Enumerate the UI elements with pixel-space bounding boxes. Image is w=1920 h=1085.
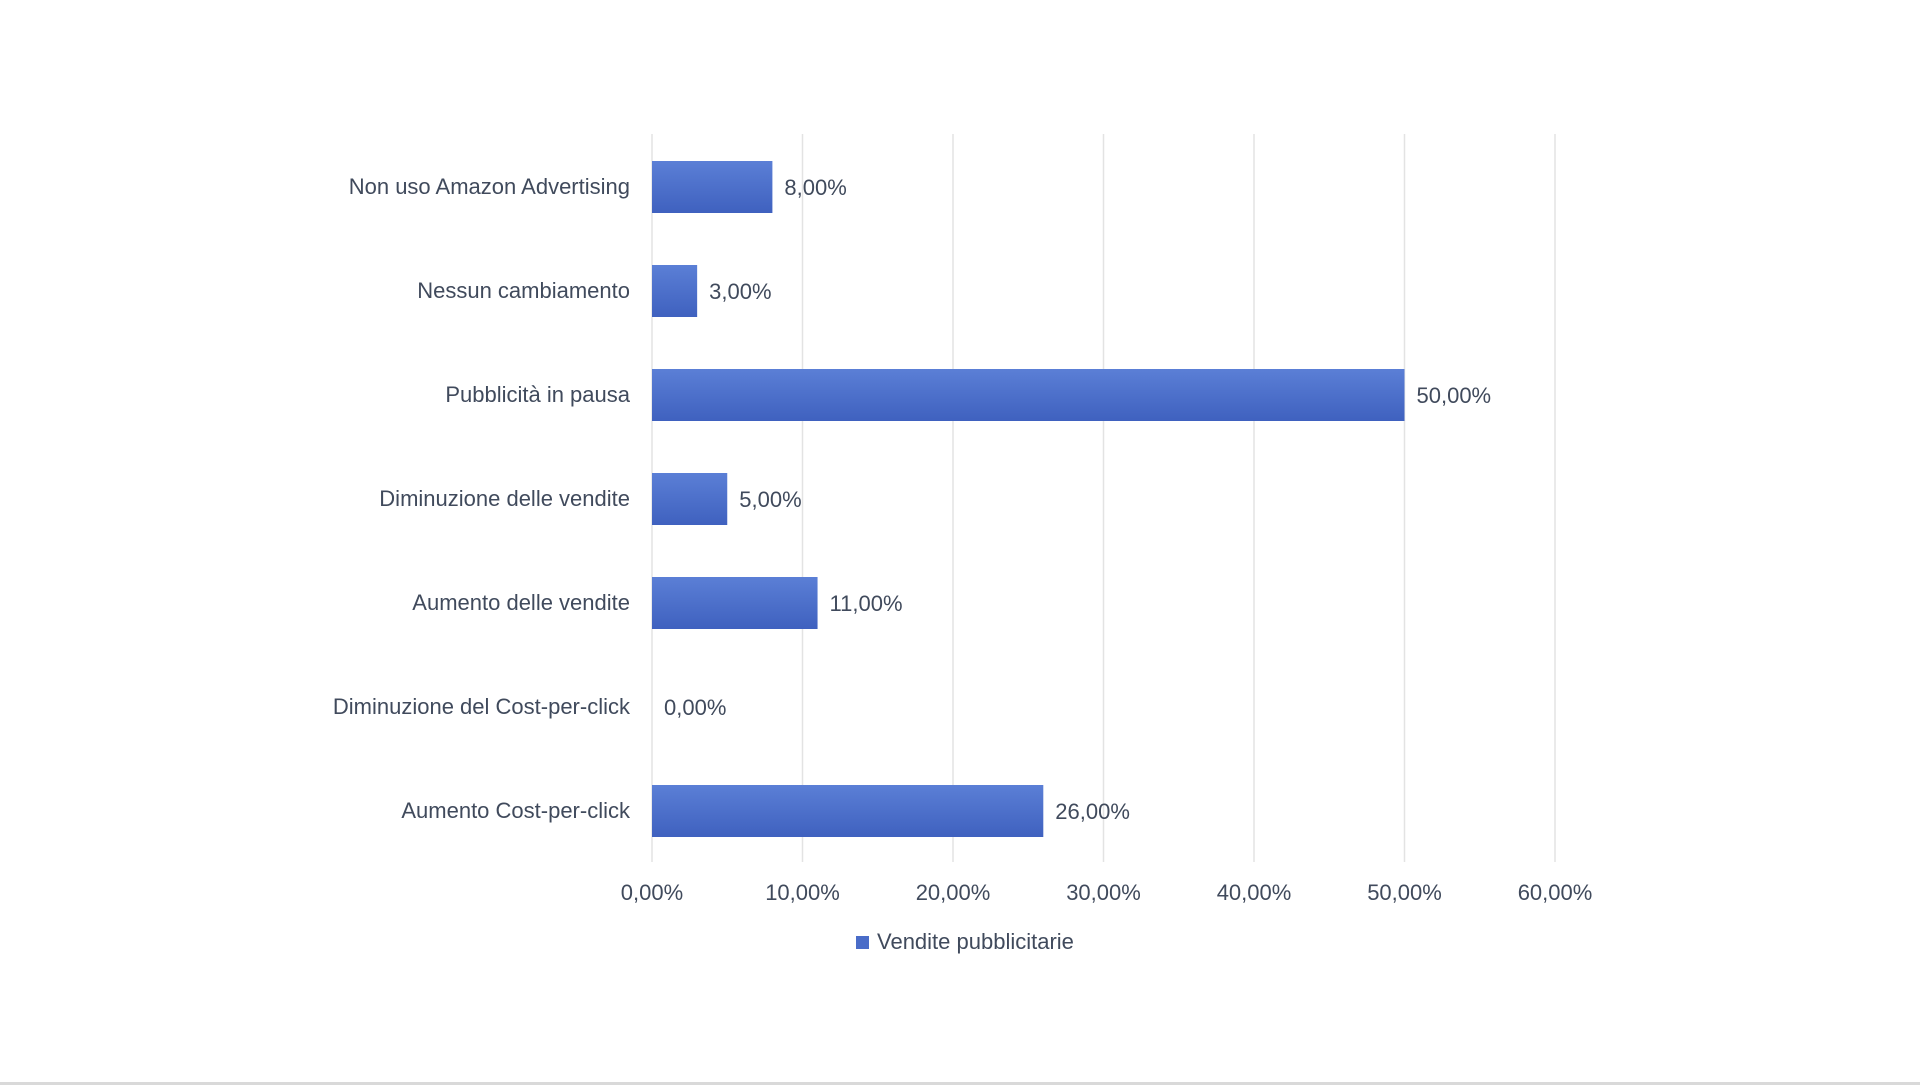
bar — [652, 161, 773, 213]
legend-swatch — [856, 936, 869, 949]
bar — [652, 577, 818, 629]
x-tick-label: 50,00% — [1367, 880, 1442, 905]
legend: Vendite pubblicitarie — [856, 929, 1074, 954]
legend-label: Vendite pubblicitarie — [877, 929, 1074, 954]
x-tick-label: 20,00% — [916, 880, 991, 905]
x-tick-label: 10,00% — [765, 880, 840, 905]
gridlines — [651, 134, 1556, 862]
bar — [652, 785, 1044, 837]
bottom-divider — [0, 1082, 1920, 1085]
category-label: Diminuzione delle vendite — [379, 486, 630, 511]
category-label: Diminuzione del Cost-per-click — [333, 694, 631, 719]
data-label: 50,00% — [1417, 383, 1492, 408]
data-label: 3,00% — [709, 279, 771, 304]
x-tick-label: 30,00% — [1066, 880, 1141, 905]
x-tick-label: 0,00% — [621, 880, 683, 905]
x-axis-ticks: 0,00% 10,00% 20,00% 30,00% 40,00% 50,00% 60,00… — [621, 880, 1593, 905]
category-label: Pubblicità in pausa — [445, 382, 630, 407]
bar — [652, 369, 1405, 421]
category-label: Non uso Amazon Advertising — [349, 174, 630, 199]
data-label: 8,00% — [784, 175, 846, 200]
category-labels: Non uso Amazon Advertising Nessun cambiam… — [333, 174, 631, 823]
category-label: Aumento Cost-per-click — [401, 798, 631, 823]
data-label: 5,00% — [739, 487, 801, 512]
x-tick-label: 40,00% — [1217, 880, 1292, 905]
data-label: 0,00% — [664, 695, 726, 720]
data-labels: 8,00% 3,00% 50,00% 5,00% 11,00% 0,00% 26,00% — [664, 175, 1491, 824]
x-tick-label: 60,00% — [1518, 880, 1593, 905]
bar — [652, 473, 728, 525]
category-label: Nessun cambiamento — [417, 278, 630, 303]
data-label: 26,00% — [1055, 799, 1130, 824]
data-label: 11,00% — [830, 591, 903, 616]
category-label: Aumento delle vendite — [412, 590, 630, 615]
bars — [652, 161, 1405, 837]
bar — [652, 265, 698, 317]
